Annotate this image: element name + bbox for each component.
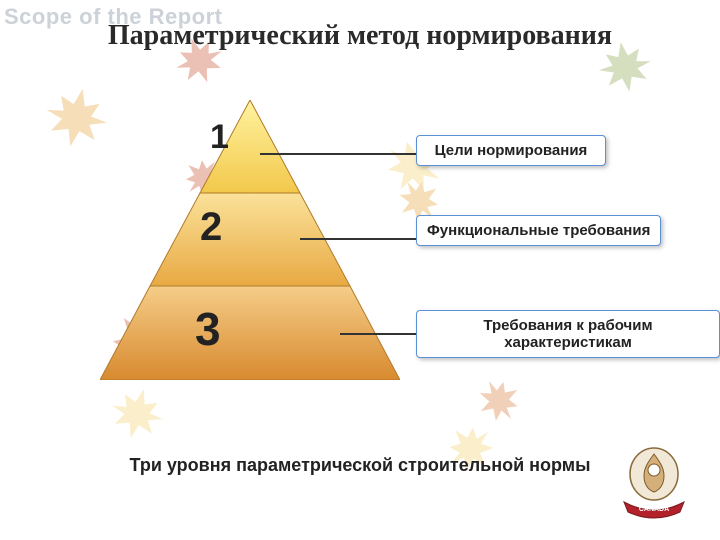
connector-3 — [340, 333, 416, 335]
crest-label: CANADA — [639, 506, 669, 513]
connector-1 — [260, 153, 416, 155]
connector-2 — [300, 238, 416, 240]
pyramid-number-1: 1 — [210, 118, 229, 157]
pyramid-svg — [100, 100, 400, 380]
pyramid-number-3: 3 — [195, 302, 221, 356]
pyramid — [100, 100, 400, 380]
pyramid-number-2: 2 — [200, 205, 222, 250]
callout-2: Функциональные требования — [416, 215, 661, 246]
callout-3: Требования к рабочим характеристикам — [416, 310, 720, 358]
slide-title: Параметрический метод нормирования — [0, 20, 720, 52]
canada-crest-icon: CANADA — [618, 440, 690, 520]
caption-text: Три уровня параметрической строительной … — [0, 455, 720, 476]
callout-1: Цели нормирования — [416, 135, 606, 166]
